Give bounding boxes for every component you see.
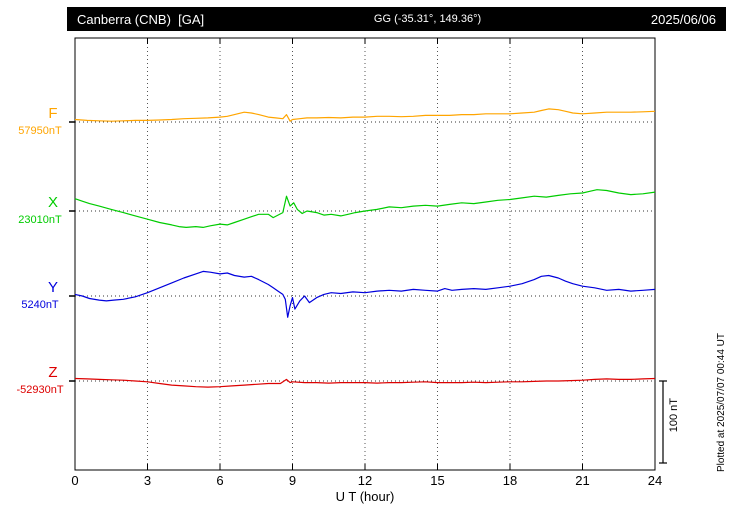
series-baseline-Z: -52930nT	[16, 383, 64, 396]
x-tick-label: 0	[71, 473, 78, 488]
titlebar: Canberra (CNB) [GA] GG (-35.31°, 149.36°…	[67, 7, 726, 31]
series-name-Z: Z	[48, 364, 58, 381]
series-label-X: X 23010nT	[10, 194, 70, 226]
series-label-F: F 57950nT	[10, 105, 70, 137]
x-tick-label: 24	[648, 473, 662, 488]
series-baseline-F: 57950nT	[18, 124, 62, 137]
scale-bar-label: 100 nT	[668, 398, 680, 433]
x-tick-label: 3	[144, 473, 151, 488]
series-name-Y: Y	[47, 279, 58, 296]
x-tick-label: 21	[575, 473, 589, 488]
series-baseline-X: 23010nT	[18, 213, 62, 226]
plot-border	[74, 37, 656, 471]
series-baseline-Y: 5240nT	[21, 298, 59, 311]
x-tick-label: 9	[289, 473, 296, 488]
x-axis-title: U T (hour)	[336, 489, 395, 504]
trace-F	[74, 108, 656, 122]
series-name-X: X	[47, 194, 58, 211]
station-name: Canberra (CNB) [GA]	[77, 11, 205, 27]
trace-X	[74, 189, 656, 228]
x-tick-label: 6	[216, 473, 223, 488]
series-label-Z: Z -52930nT	[10, 364, 70, 396]
station-coordinates: GG (-35.31°, 149.36°)	[373, 13, 482, 25]
trace-Y	[74, 270, 656, 318]
x-tick-label: 18	[503, 473, 517, 488]
x-tick-label: 12	[358, 473, 372, 488]
trace-Z	[74, 377, 656, 388]
plot-date: 2025/06/06	[650, 11, 716, 27]
plotted-at-note: Plotted at 2025/07/07 00:44 UT	[716, 333, 727, 472]
x-tick-label: 15	[430, 473, 444, 488]
series-label-Y: Y 5240nT	[10, 279, 70, 311]
series-name-F: F	[48, 105, 58, 122]
